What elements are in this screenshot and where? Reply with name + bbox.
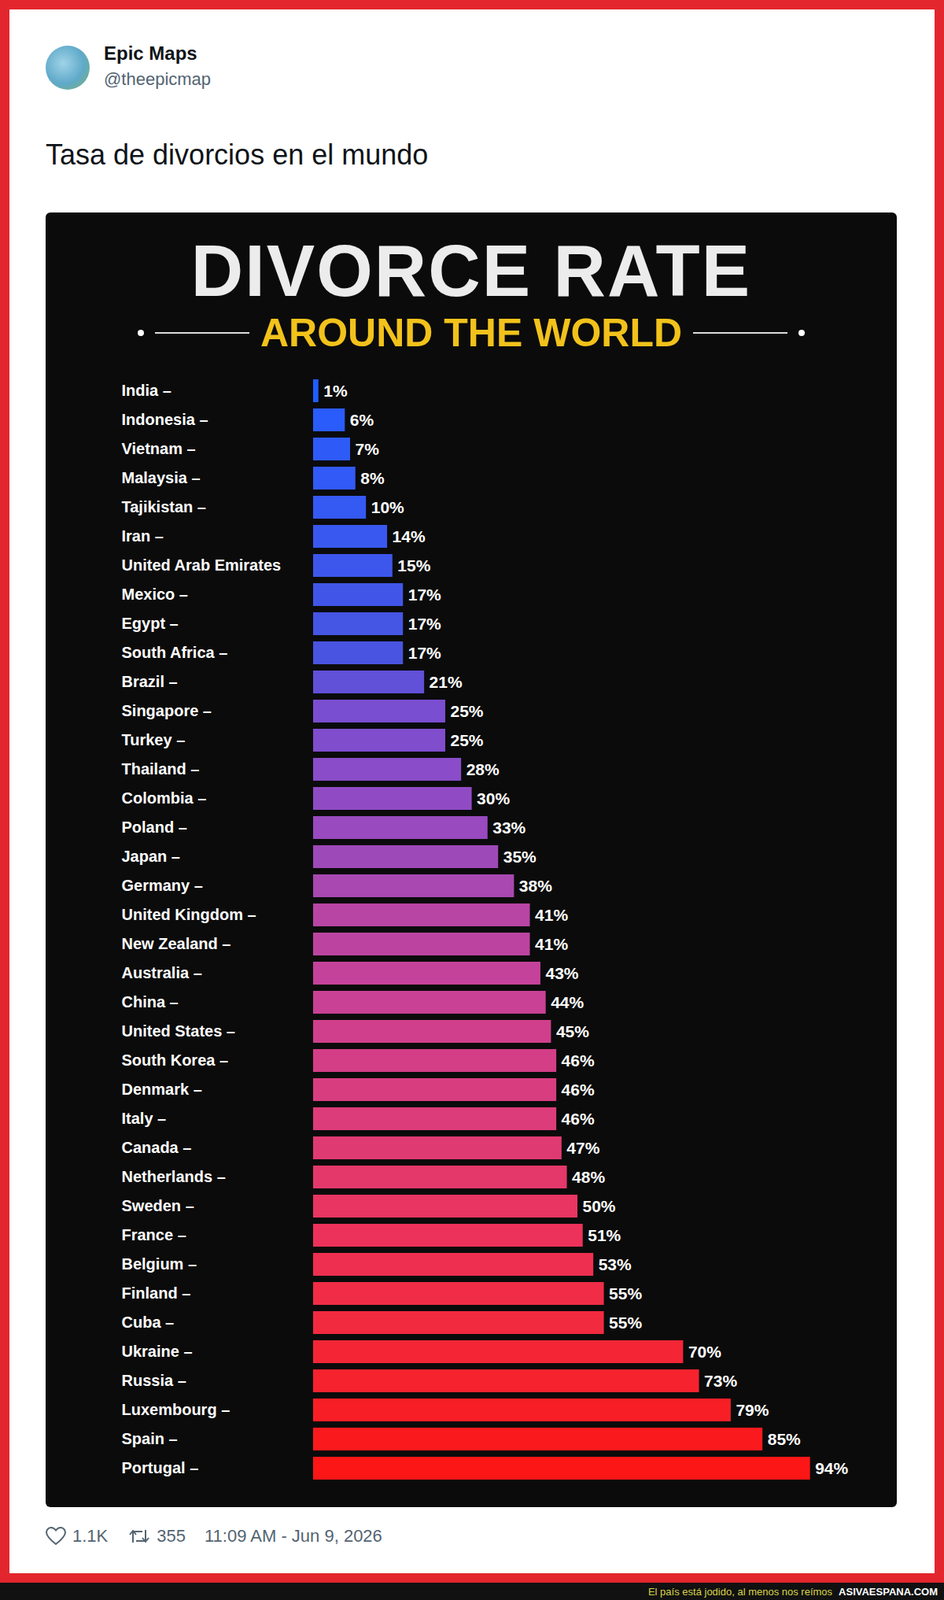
svg-text:79%: 79%: [735, 1400, 769, 1419]
svg-text:Poland –: Poland –: [121, 818, 188, 836]
svg-text:Vietnam –: Vietnam –: [121, 439, 196, 458]
html-text:DIVORCE RATE: DIVORCE RATE: [191, 230, 752, 311]
svg-text:India –: India –: [121, 381, 172, 399]
html-text:El país está jodido, al menos: El país está jodido, al menos nos reímos: [648, 1584, 833, 1597]
svg-text:United Arab Emirates: United Arab Emirates: [121, 556, 282, 574]
svg-text:Germany –: Germany –: [121, 876, 203, 894]
svg-text:China –: China –: [121, 992, 179, 1011]
svg-text:Sweden –: Sweden –: [121, 1196, 195, 1214]
svg-text:46%: 46%: [561, 1080, 595, 1099]
html-text:Epic Maps: Epic Maps: [103, 42, 198, 64]
svg-text:Italy –: Italy –: [121, 1109, 167, 1127]
svg-text:50%: 50%: [582, 1196, 616, 1215]
html-text:AROUND THE WORLD: AROUND THE WORLD: [260, 310, 683, 355]
svg-text:Malaysia –: Malaysia –: [121, 468, 201, 487]
svg-text:41%: 41%: [534, 905, 568, 924]
svg-text:New Zealand –: New Zealand –: [121, 934, 232, 952]
svg-text:Cuba –: Cuba –: [121, 1312, 175, 1331]
svg-text:25%: 25%: [450, 701, 484, 720]
svg-text:Portugal –: Portugal –: [121, 1458, 200, 1476]
svg-text:73%: 73%: [704, 1371, 738, 1390]
svg-text:17%: 17%: [408, 585, 442, 604]
svg-text:46%: 46%: [561, 1050, 595, 1070]
svg-text:Canada –: Canada –: [121, 1138, 192, 1156]
svg-text:United Kingdom –: United Kingdom –: [121, 905, 257, 923]
svg-text:70%: 70%: [688, 1342, 722, 1361]
svg-text:Japan –: Japan –: [121, 847, 181, 865]
svg-text:44%: 44%: [550, 992, 584, 1011]
svg-text:51%: 51%: [587, 1225, 621, 1244]
svg-text:Australia –: Australia –: [121, 963, 203, 981]
svg-text:94%: 94%: [814, 1458, 849, 1477]
svg-text:Ukraine –: Ukraine –: [121, 1342, 193, 1360]
svg-text:Egypt –: Egypt –: [121, 614, 179, 632]
svg-text:South Africa –: South Africa –: [121, 643, 229, 661]
svg-text:53%: 53%: [598, 1254, 632, 1273]
svg-text:France –: France –: [121, 1225, 187, 1243]
svg-text:Indonesia –: Indonesia –: [121, 410, 209, 428]
svg-text:Brazil –: Brazil –: [121, 672, 178, 690]
svg-text:25%: 25%: [450, 730, 484, 749]
html-text:11:09 AM - Jun 9, 2026: 11:09 AM - Jun 9, 2026: [204, 1525, 383, 1546]
svg-text:46%: 46%: [561, 1109, 595, 1128]
svg-text:28%: 28%: [466, 759, 500, 779]
svg-text:17%: 17%: [408, 614, 442, 633]
svg-text:United States –: United States –: [121, 1021, 236, 1040]
html-text:@theepicmap: @theepicmap: [103, 69, 211, 89]
svg-text:43%: 43%: [545, 963, 579, 982]
svg-text:55%: 55%: [608, 1283, 642, 1302]
svg-text:Singapore –: Singapore –: [121, 701, 212, 720]
svg-text:17%: 17%: [408, 643, 442, 662]
svg-text:Thailand –: Thailand –: [121, 759, 200, 778]
svg-text:35%: 35%: [503, 847, 537, 866]
svg-text:Netherlands –: Netherlands –: [121, 1167, 226, 1185]
svg-text:41%: 41%: [534, 934, 568, 953]
svg-text:Colombia –: Colombia –: [121, 789, 207, 807]
svg-text:55%: 55%: [608, 1312, 642, 1332]
svg-text:33%: 33%: [492, 818, 526, 837]
svg-text:Iran –: Iran –: [121, 527, 164, 545]
svg-text:21%: 21%: [429, 672, 463, 691]
svg-text:47%: 47%: [566, 1138, 600, 1157]
svg-text:Spain –: Spain –: [121, 1429, 178, 1447]
svg-text:8%: 8%: [360, 468, 385, 487]
svg-text:Luxembourg –: Luxembourg –: [121, 1400, 231, 1418]
html-text:Tasa de divorcios en el mundo: Tasa de divorcios en el mundo: [45, 138, 429, 171]
svg-text:Mexico –: Mexico –: [121, 585, 189, 603]
svg-text:Turkey –: Turkey –: [121, 730, 186, 749]
svg-text:1%: 1%: [323, 381, 348, 400]
svg-text:45%: 45%: [556, 1021, 590, 1040]
html-text:1.1K: 1.1K: [72, 1525, 109, 1546]
svg-text:7%: 7%: [355, 439, 380, 458]
svg-text:14%: 14%: [392, 527, 426, 546]
svg-text:48%: 48%: [571, 1167, 605, 1186]
svg-text:Denmark –: Denmark –: [121, 1080, 203, 1098]
svg-text:85%: 85%: [767, 1429, 801, 1448]
svg-text:South Korea –: South Korea –: [121, 1050, 229, 1069]
svg-text:6%: 6%: [350, 410, 375, 429]
html-text:ASIVAESPANA.COM: ASIVAESPANA.COM: [838, 1584, 938, 1597]
html-text:355: 355: [156, 1525, 186, 1546]
svg-text:38%: 38%: [519, 876, 553, 895]
svg-text:Tajikistan –: Tajikistan –: [121, 497, 207, 516]
svg-text:Russia –: Russia –: [121, 1371, 187, 1389]
svg-text:30%: 30%: [476, 789, 510, 808]
svg-text:Belgium –: Belgium –: [121, 1254, 198, 1273]
svg-text:Finland –: Finland –: [121, 1283, 192, 1302]
svg-text:15%: 15%: [397, 556, 431, 575]
svg-text:10%: 10%: [371, 497, 405, 517]
